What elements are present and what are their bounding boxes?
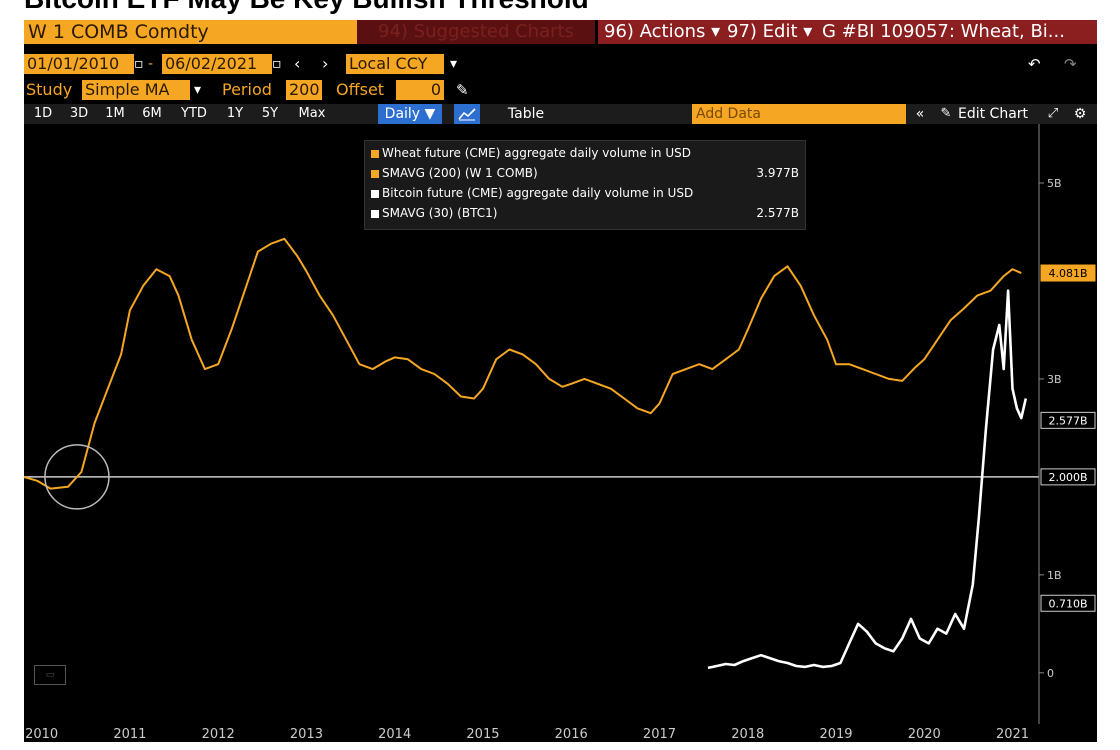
legend-label: SMAVG (30) (BTC1) <box>382 206 498 220</box>
legend-label: SMAVG (200) (W 1 COMB) <box>382 166 538 180</box>
page-title: Bitcoin ETF May Be Key Bullish Threshold <box>24 0 589 14</box>
x-tick-label: 2015 <box>466 727 499 742</box>
period-field[interactable]: 200 <box>286 80 322 100</box>
value-label-tag: 2.000B <box>1040 468 1096 486</box>
x-tick-label: 2021 <box>996 727 1029 742</box>
range-button-3d[interactable]: 3D <box>69 106 89 121</box>
frequency-dropdown[interactable]: Daily ▼ <box>378 104 442 124</box>
pencil-icon[interactable]: ✎ <box>456 81 469 99</box>
study-bar: Study Simple MA ▾ Period 200 Offset 0 ✎ <box>24 78 1097 102</box>
legend-label: Wheat future (CME) aggregate daily volum… <box>382 146 691 160</box>
add-data-field[interactable]: Add Data <box>692 104 906 124</box>
y-tick-label: 3B <box>1047 373 1062 386</box>
ticker-field[interactable]: W 1 COMB Comdty <box>24 20 358 44</box>
annotation-circle <box>44 444 110 510</box>
offset-field[interactable]: 0 <box>396 80 444 100</box>
study-field[interactable]: Simple MA <box>82 80 190 100</box>
range-button-6m[interactable]: 6M <box>142 106 162 121</box>
table-button[interactable]: Table <box>507 106 545 122</box>
range-button-1m[interactable]: 1M <box>105 106 125 121</box>
chart-id-title: G #BI 109057: Wheat, Bi... <box>816 20 1097 44</box>
expand-icon[interactable]: ⤢ <box>1047 106 1059 121</box>
legend-item: SMAVG (30) (BTC1) 2.577B <box>371 203 799 223</box>
gear-icon[interactable]: ⚙ <box>1073 106 1087 122</box>
x-tick-label: 2020 <box>908 727 941 742</box>
legend-value: 2.577B <box>756 206 799 220</box>
watermark-icon: ▭ <box>34 665 66 685</box>
study-dropdown-icon[interactable]: ▾ <box>194 82 202 98</box>
nav-prev-button[interactable]: ‹ <box>294 54 301 73</box>
legend-swatch <box>371 209 379 218</box>
legend-label: Bitcoin future (CME) aggregate daily vol… <box>382 186 694 200</box>
x-tick-label: 2017 <box>643 727 676 742</box>
date-to-field[interactable]: 06/02/2021 <box>162 54 272 74</box>
edit-chart-button[interactable]: Edit Chart <box>958 106 1029 122</box>
value-label-tag: 0.710B <box>1040 594 1096 612</box>
chart-canvas: 0 1B 3B 5B 2010 2011 2012 2013 2014 2015 2016 2017… <box>24 124 1096 742</box>
legend-swatch <box>371 149 379 158</box>
chart-legend: Wheat future (CME) aggregate daily volum… <box>364 140 806 230</box>
wheat-series-line <box>24 237 1022 490</box>
suggested-charts-button[interactable]: 94) Suggested Charts <box>357 20 595 44</box>
legend-item: Wheat future (CME) aggregate daily volum… <box>371 143 799 163</box>
x-tick-label: 2016 <box>555 727 588 742</box>
header-bar: W 1 COMB Comdty 94) Suggested Charts 96)… <box>24 20 1097 44</box>
bitcoin-series-line <box>707 289 1028 670</box>
edit-menu[interactable]: 97) Edit ▾ <box>721 20 823 44</box>
value-label-box <box>1040 264 1096 282</box>
range-button-max[interactable]: Max <box>298 106 326 121</box>
legend-item: Bitcoin future (CME) aggregate daily vol… <box>371 183 799 203</box>
legend-item: SMAVG (200) (W 1 COMB) 3.977B <box>371 163 799 183</box>
x-tick-label: 2018 <box>731 727 764 742</box>
x-tick-label: 2011 <box>113 727 146 742</box>
range-button-ytd[interactable]: YTD <box>181 106 207 121</box>
range-button-1y[interactable]: 1Y <box>226 106 244 121</box>
offset-label: Offset <box>336 80 385 99</box>
line-chart-icon[interactable] <box>454 104 480 124</box>
date-range-bar: 01/01/2010 ▫ - 06/02/2021 ▫ ‹ › Local CC… <box>24 52 1097 76</box>
value-label-tag: 4.081B <box>1040 264 1096 282</box>
calendar-icon[interactable]: ▫ <box>134 56 144 72</box>
value-label-box <box>1040 411 1096 429</box>
x-tick-label: 2013 <box>290 727 323 742</box>
bloomberg-terminal: W 1 COMB Comdty 94) Suggested Charts 96)… <box>24 20 1097 742</box>
range-button-5y[interactable]: 5Y <box>261 106 279 121</box>
legend-value: 3.977B <box>756 166 799 180</box>
calendar-icon[interactable]: ▫ <box>272 56 282 72</box>
y-tick-label: 1B <box>1047 569 1062 582</box>
value-label-text: 4.081B <box>1048 267 1087 280</box>
range-button-1d[interactable]: 1D <box>33 106 53 121</box>
value-label-text: 2.000B <box>1048 471 1087 484</box>
value-label-text: 2.577B <box>1048 414 1087 427</box>
currency-field[interactable]: Local CCY <box>346 54 444 74</box>
legend-swatch <box>371 189 379 198</box>
undo-icon[interactable]: ↶ <box>1028 55 1041 73</box>
collapse-icon[interactable]: « <box>915 106 925 122</box>
chart-toolbar: 1D 3D 1M 6M YTD 1Y 5Y Max Daily ▼ Table Add Dat… <box>24 104 1097 124</box>
redo-icon[interactable]: ↷ <box>1064 55 1077 73</box>
study-label: Study <box>26 80 73 99</box>
value-label-box <box>1040 468 1096 486</box>
value-label-text: 0.710B <box>1048 597 1087 610</box>
x-tick-label: 2012 <box>202 727 235 742</box>
value-label-tag: 2.577B <box>1040 411 1096 429</box>
value-label-box <box>1040 594 1096 612</box>
currency-dropdown-icon[interactable]: ▾ <box>450 56 458 72</box>
y-tick-label: 5B <box>1047 177 1062 190</box>
pencil-icon[interactable]: ✎ <box>940 106 952 121</box>
date-from-field[interactable]: 01/01/2010 <box>24 54 134 74</box>
x-tick-label: 2019 <box>819 727 852 742</box>
legend-swatch <box>371 169 379 178</box>
period-label: Period <box>222 80 272 99</box>
actions-menu[interactable]: 96) Actions ▾ <box>598 20 728 44</box>
nav-next-button[interactable]: › <box>322 54 329 73</box>
x-tick-label: 2010 <box>25 727 58 742</box>
y-tick-label: 0 <box>1047 667 1054 680</box>
x-tick-label: 2014 <box>378 727 411 742</box>
